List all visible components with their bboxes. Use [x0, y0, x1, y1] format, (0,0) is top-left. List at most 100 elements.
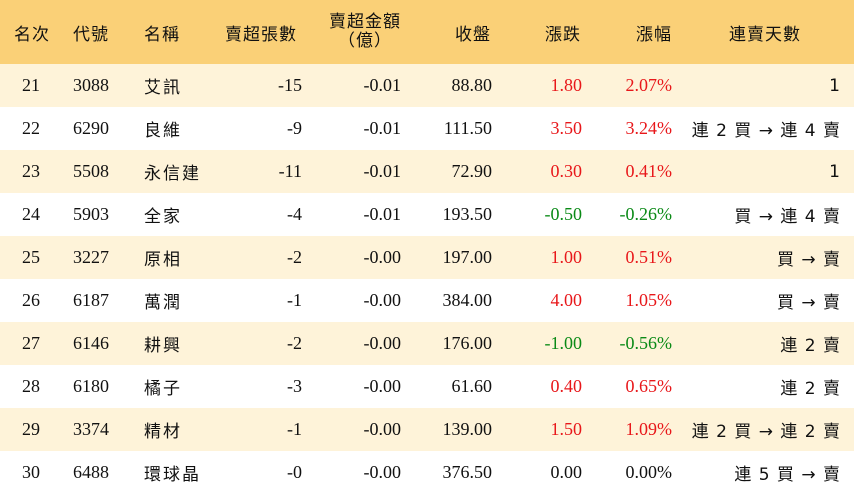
cell-change: 1.50 [550, 419, 583, 439]
cell-name: 永信建 [144, 164, 201, 184]
cell-name: 全家 [144, 207, 182, 227]
cell-rank: 22 [22, 118, 40, 138]
cell-close: 111.50 [443, 118, 492, 138]
cell-pct: 1.09% [625, 419, 673, 439]
header-pct: 漲幅 [636, 24, 672, 45]
cell-code: 6290 [73, 118, 109, 138]
header-close: 收盤 [455, 24, 491, 45]
cell-change: 3.50 [550, 118, 583, 138]
cell-close: 193.50 [442, 204, 493, 224]
cell-name: 原相 [144, 250, 182, 270]
cell-pct: 0.00% [625, 462, 673, 482]
cell-rank: 29 [22, 419, 40, 439]
header-change: 漲跌 [545, 24, 581, 45]
cell-amount: -0.01 [363, 118, 402, 138]
cell-change: 0.30 [550, 161, 583, 181]
cell-amount: -0.00 [363, 333, 402, 353]
cell-close: 88.80 [451, 75, 493, 95]
cell-streak: 連 5 買 → 賣 [734, 465, 841, 485]
cell-code: 6488 [73, 462, 109, 482]
cell-change: 0.40 [550, 376, 583, 396]
header-code: 代號 [73, 24, 109, 45]
table-row: 24 5903 全家 -4 -0.01 193.50 -0.50 -0.26% 買 → 連 4 … [0, 193, 854, 236]
cell-lots: -3 [287, 376, 302, 396]
cell-rank: 30 [22, 462, 40, 482]
header-net-lots: 賣超張數 [225, 24, 297, 45]
cell-rank: 28 [22, 376, 40, 396]
cell-pct: 1.05% [625, 290, 673, 310]
cell-name: 艾訊 [144, 78, 182, 98]
cell-streak: 1 [829, 75, 841, 96]
cell-lots: -2 [287, 247, 302, 267]
table-row: 29 3374 精材 -1 -0.00 139.00 1.50 1.09% 連 2 買 → 連 … [0, 408, 854, 451]
cell-streak: 連 2 買 → 連 2 賣 [691, 422, 841, 442]
header-net-amount-line1: 賣超金額 [329, 12, 401, 32]
cell-amount: -0.01 [363, 204, 402, 224]
cell-code: 6146 [73, 333, 109, 353]
cell-amount: -0.00 [363, 290, 402, 310]
cell-lots: -1 [287, 290, 302, 310]
cell-amount: -0.00 [363, 247, 402, 267]
cell-pct: -0.56% [619, 333, 673, 353]
cell-lots: -0 [287, 462, 302, 482]
cell-lots: -9 [287, 118, 302, 138]
cell-rank: 26 [22, 290, 40, 310]
cell-lots: -11 [278, 161, 302, 181]
cell-close: 72.90 [451, 161, 493, 181]
table-row: 27 6146 耕興 -2 -0.00 176.00 -1.00 -0.56% 連 2 賣 [0, 322, 854, 365]
cell-streak: 1 [829, 161, 841, 182]
cell-streak: 連 2 賣 [780, 336, 841, 356]
table-row: 25 3227 原相 -2 -0.00 197.00 1.00 0.51% 買 → 賣 [0, 236, 854, 279]
table-row: 23 5508 永信建 -11 -0.01 72.90 0.30 0.41% 1 [0, 150, 854, 193]
cell-lots: -2 [287, 333, 302, 353]
cell-code: 6187 [73, 290, 109, 310]
cell-lots: -15 [278, 75, 302, 95]
header-streak: 連賣天數 [729, 24, 801, 45]
cell-amount: -0.01 [363, 75, 402, 95]
cell-name: 耕興 [144, 336, 182, 356]
cell-name: 橘子 [144, 379, 182, 399]
cell-code: 3227 [73, 247, 109, 267]
cell-close: 376.50 [442, 462, 493, 482]
cell-rank: 21 [22, 75, 40, 95]
cell-streak: 買 → 賣 [776, 250, 841, 270]
cell-close: 61.60 [451, 376, 493, 396]
cell-amount: -0.01 [363, 161, 402, 181]
table-header: 名次 代號 名稱 賣超張數 賣超金額 （億） 收盤 漲跌 漲幅 連賣天數 [0, 0, 854, 64]
cell-amount: -0.00 [363, 462, 402, 482]
cell-rank: 27 [22, 333, 40, 353]
cell-code: 5508 [73, 161, 109, 181]
cell-streak: 連 2 賣 [780, 379, 841, 399]
header-rank: 名次 [14, 24, 50, 45]
cell-name: 萬潤 [144, 293, 182, 313]
cell-pct: 0.41% [625, 161, 673, 181]
cell-change: 1.80 [550, 75, 583, 95]
cell-change: 1.00 [550, 247, 583, 267]
table-row: 30 6488 環球晶 -0 -0.00 376.50 0.00 0.00% 連 5 買 → 賣 [0, 451, 854, 494]
cell-close: 139.00 [442, 419, 493, 439]
cell-streak: 連 2 買 → 連 4 賣 [691, 121, 841, 141]
cell-change: 0.00 [550, 462, 583, 482]
cell-rank: 23 [22, 161, 40, 181]
table-row: 28 6180 橘子 -3 -0.00 61.60 0.40 0.65% 連 2 賣 [0, 365, 854, 408]
cell-streak: 買 → 連 4 賣 [734, 207, 841, 227]
header-net-amount-line2: （億） [338, 31, 392, 51]
cell-code: 5903 [73, 204, 109, 224]
table-row: 22 6290 良維 -9 -0.01 111.50 3.50 3.24% 連 2 買 → 連 … [0, 107, 854, 150]
cell-pct: 3.24% [625, 118, 673, 138]
cell-close: 384.00 [442, 290, 493, 310]
cell-pct: 0.65% [625, 376, 673, 396]
cell-change: 4.00 [550, 290, 583, 310]
cell-close: 197.00 [442, 247, 493, 267]
cell-name: 良維 [144, 121, 182, 141]
cell-name: 精材 [144, 422, 182, 442]
cell-name: 環球晶 [144, 465, 201, 485]
cell-streak: 買 → 賣 [776, 293, 841, 313]
cell-rank: 24 [22, 204, 40, 224]
cell-pct: 0.51% [625, 247, 673, 267]
cell-rank: 25 [22, 247, 40, 267]
cell-pct: 2.07% [625, 75, 673, 95]
cell-close: 176.00 [442, 333, 493, 353]
header-net-amount: 賣超金額 （億） [320, 0, 410, 64]
cell-lots: -1 [287, 419, 302, 439]
